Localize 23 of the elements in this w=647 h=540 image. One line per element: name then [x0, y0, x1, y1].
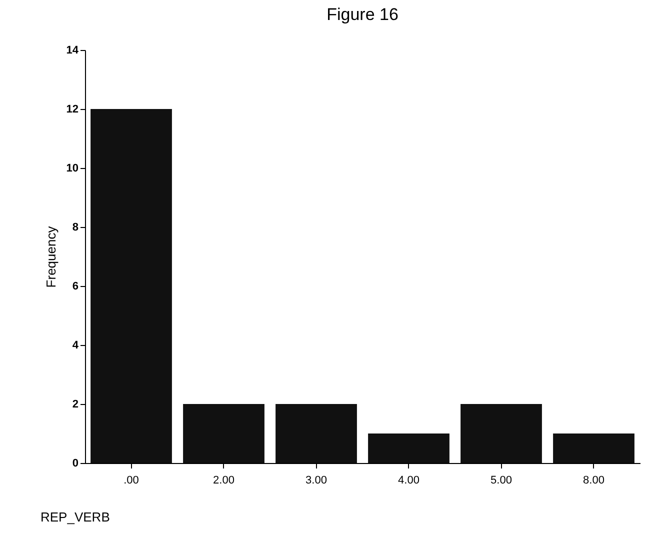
- x-tick-label: .00: [124, 474, 139, 486]
- bar: [183, 404, 264, 463]
- y-tick-label: 0: [72, 458, 78, 470]
- bar: [460, 404, 542, 463]
- x-tick-label: 3.00: [306, 474, 327, 486]
- y-tick-label: 12: [66, 104, 78, 116]
- x-tick-label: 4.00: [398, 474, 420, 486]
- x-tick-label: 2.00: [213, 474, 234, 486]
- x-tick-label: 8.00: [583, 474, 604, 486]
- y-tick-label: 6: [72, 280, 78, 292]
- bar: [553, 434, 634, 463]
- chart-title: Figure 16: [326, 5, 398, 24]
- x-tick-label: 5.00: [490, 474, 512, 486]
- y-tick-label: 4: [72, 340, 80, 352]
- y-tick-label: 14: [66, 44, 80, 56]
- y-tick-label: 10: [66, 162, 78, 174]
- bar: [90, 109, 172, 463]
- y-tick-label: 2: [72, 398, 78, 410]
- x-axis-title: REP_VERB: [40, 510, 110, 524]
- bar: [368, 434, 450, 463]
- y-tick-label: 8: [72, 222, 78, 234]
- bar: [276, 404, 357, 463]
- y-axis-title: Frequency: [43, 226, 58, 288]
